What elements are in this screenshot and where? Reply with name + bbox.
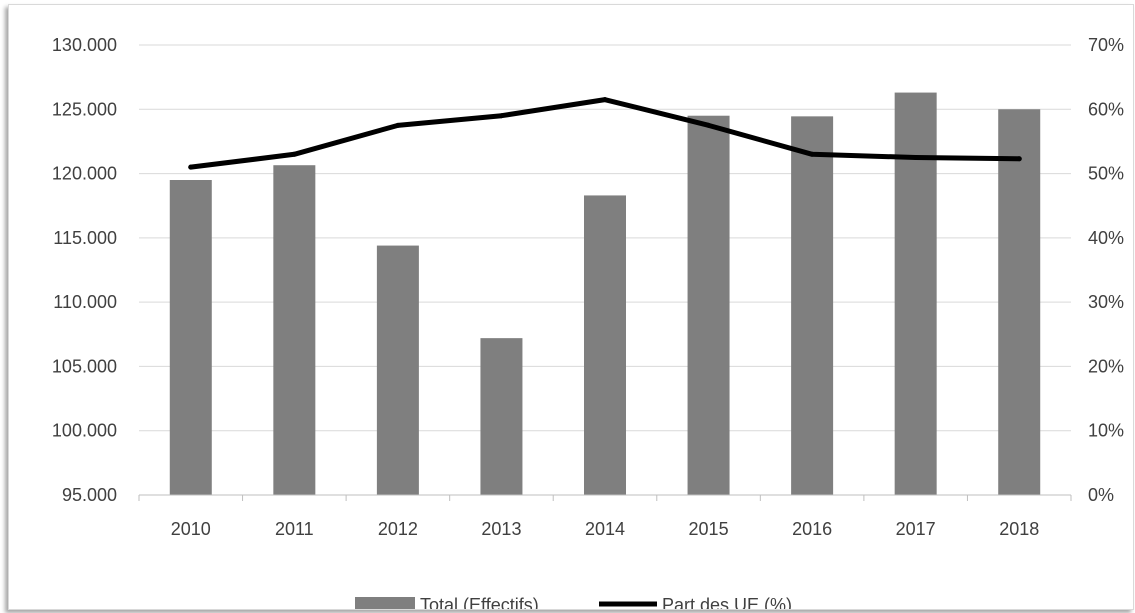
combo-chart: 95.000 100.000 105.000 110.000 115.000 120.00… [52,35,1124,609]
line-point-2016 [809,151,815,157]
x-tick-label-2012: 2012 [378,519,418,539]
right-tick-label: 70% [1088,35,1124,55]
left-tick-label: 125.000 [52,99,117,119]
right-tick-label: 50% [1088,164,1124,184]
chart-frame: 95.000 100.000 105.000 110.000 115.000 120.00… [8,4,1134,610]
bar-2014 [584,195,626,495]
x-tick-label-2017: 2017 [896,519,936,539]
line-series [188,97,1022,170]
bar-2012 [376,245,419,495]
line-point-2018 [1016,156,1022,162]
left-y-axis-tick-labels: 95.000 100.000 105.000 110.000 115.000 120.00… [52,35,117,505]
bar-2015 [687,115,730,495]
right-tick-label: 10% [1088,421,1124,441]
line-point-2014 [602,97,608,103]
line-point-2015 [706,122,712,128]
line-point-2013 [498,113,504,119]
bar-2016 [791,116,834,495]
legend-line-label: Part des UE (%) [662,595,792,609]
right-tick-label: 60% [1088,99,1124,119]
right-tick-label: 0% [1088,485,1114,505]
x-tick-label-2015: 2015 [689,519,729,539]
left-tick-label: 120.000 [52,164,117,184]
right-tick-label: 20% [1088,356,1124,376]
left-tick-label: 130.000 [52,35,117,55]
bar-2011 [273,165,316,495]
line-point-2010 [188,164,194,170]
x-axis-tick-labels: 2010 2011 2012 2013 2014 2015 2016 2017 2018 [171,519,1039,539]
left-tick-label: 110.000 [53,292,117,312]
left-tick-label: 100.000 [52,421,117,441]
legend-bar-swatch [355,597,415,609]
x-tick-label-2010: 2010 [171,519,211,539]
left-tick-label: 95.000 [62,485,117,505]
x-tick-label-2018: 2018 [999,519,1039,539]
x-tick-label-2014: 2014 [585,519,625,539]
line-point-2011 [291,151,297,157]
bar-2013 [480,338,523,495]
x-tick-label-2013: 2013 [481,519,521,539]
bar-series [169,92,1041,496]
right-tick-label: 30% [1088,292,1124,312]
bar-2010 [169,180,212,495]
legend-bar-label: Total (Effectifs) [420,595,539,609]
left-tick-label: 105.000 [52,356,117,376]
x-tick-label-2011: 2011 [275,519,314,539]
right-y-axis-tick-labels: 0% 10% 20% 30% 40% 50% 60% 70% [1088,35,1124,505]
legend: Total (Effectifs) Part des UE (%) [355,595,792,609]
bar-2017 [894,92,937,496]
line-point-2017 [913,155,919,160]
bar-2018 [998,109,1041,496]
x-tick-label-2016: 2016 [792,519,832,539]
x-axis [138,494,1072,501]
left-tick-label: 115.000 [53,228,117,248]
right-tick-label: 40% [1088,228,1124,248]
line-point-2012 [395,122,401,128]
